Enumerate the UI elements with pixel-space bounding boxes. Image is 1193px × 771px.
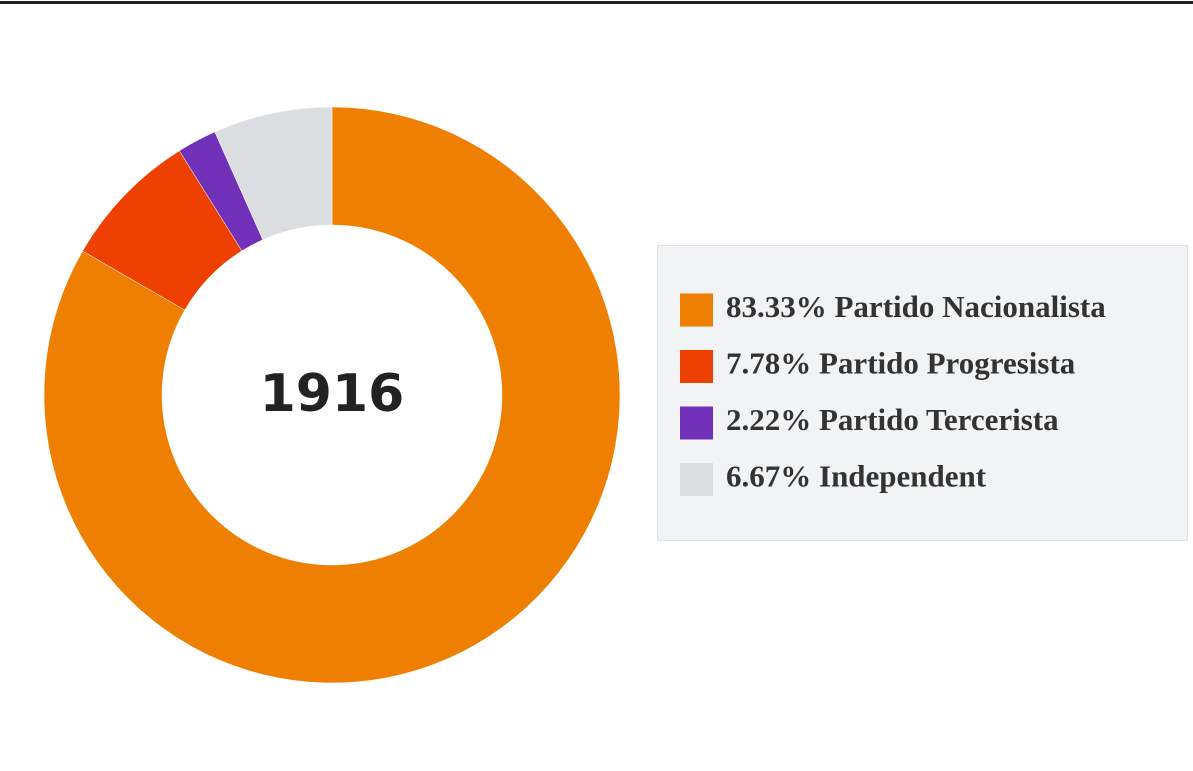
legend-name: Partido Nacionalista	[835, 289, 1107, 324]
donut-slice	[214, 106, 333, 241]
legend-name: Independent	[819, 459, 987, 494]
legend-swatch	[680, 350, 713, 383]
legend-name: Partido Tercerista	[819, 402, 1059, 437]
legend-value: 83.33%	[726, 289, 827, 324]
donut-slice	[43, 106, 621, 684]
legend-swatch	[680, 293, 713, 327]
legend-value: 7.78%	[726, 346, 811, 381]
legend-swatch	[680, 406, 713, 440]
legend-label: 2.22% Partido Tercerista	[726, 402, 1059, 437]
legend-label: 6.67% Independent	[726, 459, 987, 494]
legend-name: Partido Progresista	[819, 346, 1076, 381]
legend-box	[657, 245, 1188, 541]
legend-value: 6.67%	[726, 459, 811, 494]
top-rule	[0, 1, 1193, 4]
legend-label: 7.78% Partido Progresista	[726, 346, 1076, 381]
legend-label: 83.33% Partido Nacionalista	[726, 289, 1106, 324]
legend-value: 2.22%	[726, 402, 811, 437]
legend-swatch	[680, 463, 713, 496]
center-label: 1916	[260, 364, 405, 424]
